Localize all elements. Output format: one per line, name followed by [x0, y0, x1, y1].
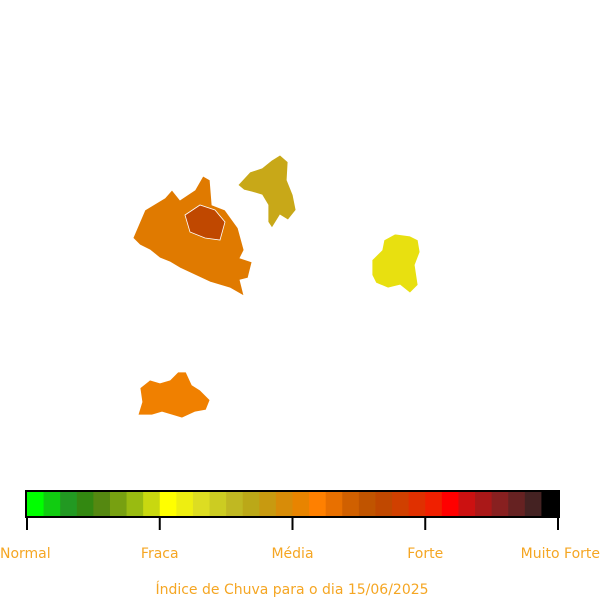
color-swatch — [27, 492, 45, 516]
color-swatch — [392, 492, 410, 516]
color-swatch — [292, 492, 310, 516]
color-swatch — [375, 492, 393, 516]
color-bar-ticks: Normal Fraca Média Forte Muito Forte — [0, 516, 600, 562]
color-swatch — [226, 492, 244, 516]
color-swatch — [358, 492, 376, 516]
tick-label: Média — [271, 546, 313, 562]
color-swatch — [491, 492, 509, 516]
color-swatch — [176, 492, 194, 516]
color-swatch — [408, 492, 426, 516]
color-swatch — [275, 492, 293, 516]
color-swatch — [259, 492, 277, 516]
color-swatch — [76, 492, 94, 516]
color-swatch — [425, 492, 443, 516]
color-swatch — [159, 492, 177, 516]
color-swatch — [458, 492, 476, 516]
color-swatch — [242, 492, 260, 516]
color-swatch — [43, 492, 61, 516]
color-swatch — [143, 492, 161, 516]
regions — [132, 154, 421, 419]
color-swatch — [309, 492, 327, 516]
color-swatch — [93, 492, 111, 516]
region — [237, 154, 297, 229]
region — [371, 233, 421, 294]
color-swatch — [342, 492, 360, 516]
color-swatch — [475, 492, 493, 516]
color-swatch — [192, 492, 211, 516]
color-swatch — [441, 492, 459, 516]
tick-label: Fraca — [141, 546, 179, 562]
color-swatch — [541, 492, 559, 516]
color-bar — [27, 492, 559, 516]
tick-label: Normal — [0, 546, 51, 562]
color-swatch — [209, 492, 227, 516]
region — [137, 371, 211, 419]
caption: Índice de Chuva para o dia 15/06/2025 — [155, 581, 428, 598]
color-swatch — [126, 492, 144, 516]
color-swatch — [325, 492, 343, 516]
region — [184, 204, 226, 241]
color-swatch — [109, 492, 128, 516]
tick-label: Muito Forte — [521, 546, 600, 562]
region — [132, 175, 253, 297]
color-swatch — [60, 492, 78, 516]
tick-label: Forte — [407, 546, 443, 562]
color-swatch — [524, 492, 542, 516]
color-swatch — [508, 492, 526, 516]
